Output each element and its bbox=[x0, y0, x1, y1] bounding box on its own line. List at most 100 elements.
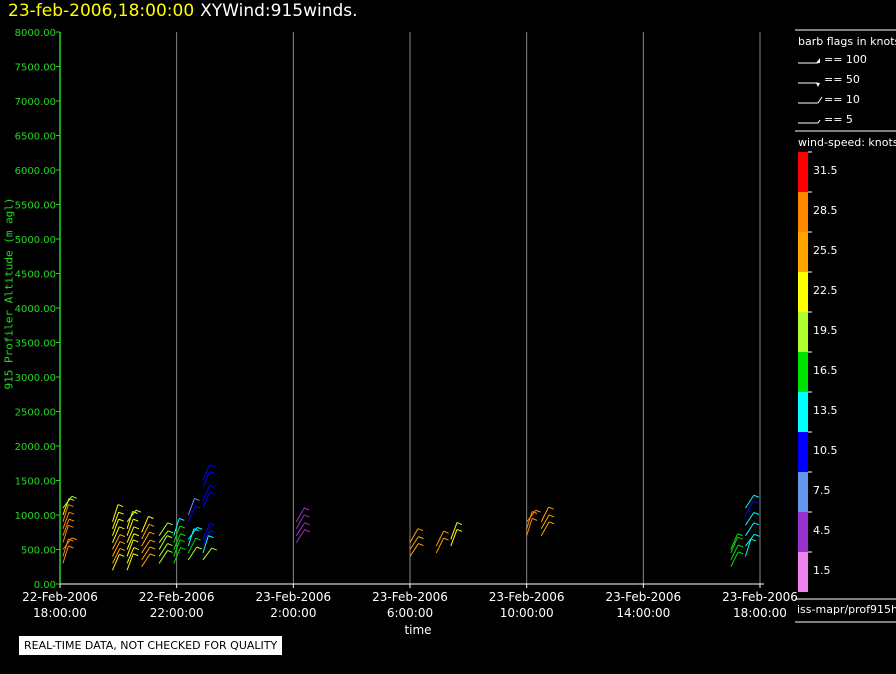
wind-barb bbox=[526, 511, 538, 529]
barb-flag bbox=[738, 544, 744, 548]
barb-flag bbox=[209, 484, 215, 488]
barb-flag bbox=[738, 551, 744, 555]
wind-barb bbox=[730, 544, 744, 561]
barb-staff bbox=[526, 511, 533, 529]
wind-barb bbox=[187, 526, 203, 540]
wind-barb bbox=[141, 553, 156, 568]
barb-staff bbox=[112, 526, 120, 543]
barb-flag bbox=[68, 518, 75, 522]
speed-bin-label: 1.5 bbox=[813, 564, 831, 577]
barb-flag bbox=[180, 533, 186, 537]
wind-barb bbox=[112, 511, 124, 529]
speed-bin-label: 13.5 bbox=[813, 404, 838, 417]
barb-flag bbox=[750, 538, 757, 542]
wind-barb bbox=[435, 530, 449, 547]
quality-notice: REAL-TIME DATA, NOT CHECKED FOR QUALITY bbox=[19, 636, 283, 655]
wind-barb bbox=[126, 526, 140, 543]
wind-barb bbox=[62, 524, 74, 543]
wind-barb bbox=[126, 553, 139, 571]
wind-barb bbox=[158, 549, 173, 564]
barb-flag bbox=[149, 553, 156, 557]
barb-flag bbox=[303, 514, 310, 518]
barb-staff bbox=[173, 525, 181, 543]
barb-flag bbox=[209, 491, 215, 495]
wind-barb bbox=[112, 547, 126, 564]
speed-bin-swatch bbox=[798, 192, 808, 232]
wind-barb bbox=[126, 533, 140, 550]
barb-staff bbox=[126, 518, 134, 536]
barb-staff bbox=[158, 535, 168, 550]
wind-barb bbox=[187, 528, 200, 547]
wind-barb bbox=[187, 497, 200, 516]
barb-staff bbox=[202, 523, 211, 540]
barb-flag bbox=[209, 529, 215, 533]
barb-flag bbox=[133, 539, 139, 543]
barb-flag bbox=[193, 528, 200, 532]
wind-barb bbox=[112, 518, 124, 536]
barb-staff bbox=[187, 527, 198, 540]
barb-staff bbox=[744, 522, 755, 536]
y-tick-label: 1500.00 bbox=[15, 477, 56, 488]
barb-flag bbox=[208, 535, 214, 539]
barb-staff bbox=[112, 548, 121, 564]
barb-flag bbox=[418, 536, 424, 540]
y-tick-label: 4500.00 bbox=[15, 270, 56, 281]
barb-staff bbox=[435, 530, 445, 547]
barb-staff bbox=[295, 529, 306, 543]
wind-barb bbox=[202, 484, 215, 502]
wind-barb bbox=[158, 543, 173, 557]
barb-flag bbox=[167, 530, 174, 534]
wind-barb bbox=[540, 521, 555, 536]
barb-staff bbox=[540, 521, 550, 536]
title-datetime: 23-feb-2006,18:00:00 bbox=[8, 1, 195, 21]
wind-barb bbox=[141, 531, 155, 547]
x-axis-label: time bbox=[404, 623, 432, 637]
wind-barb bbox=[745, 533, 760, 547]
wind-barb bbox=[173, 525, 186, 543]
barb-staff bbox=[126, 509, 137, 523]
axes: 0.00 500.00 1000.00 1500.00 2000.00 2500.00 30… bbox=[15, 28, 798, 620]
barb-flag bbox=[119, 541, 126, 545]
barb-staff bbox=[526, 518, 533, 536]
barb-flag bbox=[456, 522, 463, 526]
barb-staff bbox=[295, 507, 305, 523]
barb-flag bbox=[548, 514, 555, 518]
barb-flag-glyph-mark bbox=[816, 58, 820, 63]
barb-flag bbox=[132, 511, 138, 514]
wind-barb bbox=[295, 507, 310, 523]
barb-staff bbox=[158, 530, 169, 543]
barb-staff bbox=[744, 500, 754, 516]
x-tick-time: 22:00:00 bbox=[150, 606, 204, 620]
barb-staff bbox=[730, 533, 739, 550]
barb-flag bbox=[209, 522, 215, 526]
wind-barb bbox=[141, 546, 156, 561]
barb-staff bbox=[730, 536, 739, 554]
wind-barb bbox=[730, 533, 743, 550]
barb-staff bbox=[450, 529, 458, 547]
barb-flag bbox=[754, 533, 760, 537]
wind-barb bbox=[744, 494, 760, 509]
barb-flag bbox=[195, 537, 201, 541]
speed-bin-swatch bbox=[798, 432, 808, 472]
data-source-label: iss-mapr/prof915h bbox=[797, 603, 896, 616]
barb-flag bbox=[531, 511, 538, 514]
wind-barb bbox=[173, 517, 185, 536]
wind-barb bbox=[526, 517, 538, 536]
barb-staff bbox=[173, 518, 180, 536]
barb-staff bbox=[409, 536, 419, 550]
barb-flag bbox=[133, 547, 140, 551]
y-tick-label: 1000.00 bbox=[15, 511, 56, 522]
barb-flag-glyph-mark bbox=[817, 119, 821, 124]
y-tick-label: 5000.00 bbox=[15, 235, 56, 246]
barb-staff bbox=[112, 512, 120, 529]
barb-flag bbox=[194, 505, 201, 509]
speed-bin-label: 25.5 bbox=[813, 244, 838, 257]
barb-flag bbox=[196, 546, 202, 550]
grid-lines bbox=[176, 32, 761, 584]
barb-flag bbox=[166, 535, 173, 539]
y-tick-label: 6000.00 bbox=[15, 166, 56, 177]
speed-bin-swatch bbox=[798, 352, 808, 392]
wind-barb bbox=[744, 500, 759, 516]
barb-staff bbox=[202, 485, 211, 502]
